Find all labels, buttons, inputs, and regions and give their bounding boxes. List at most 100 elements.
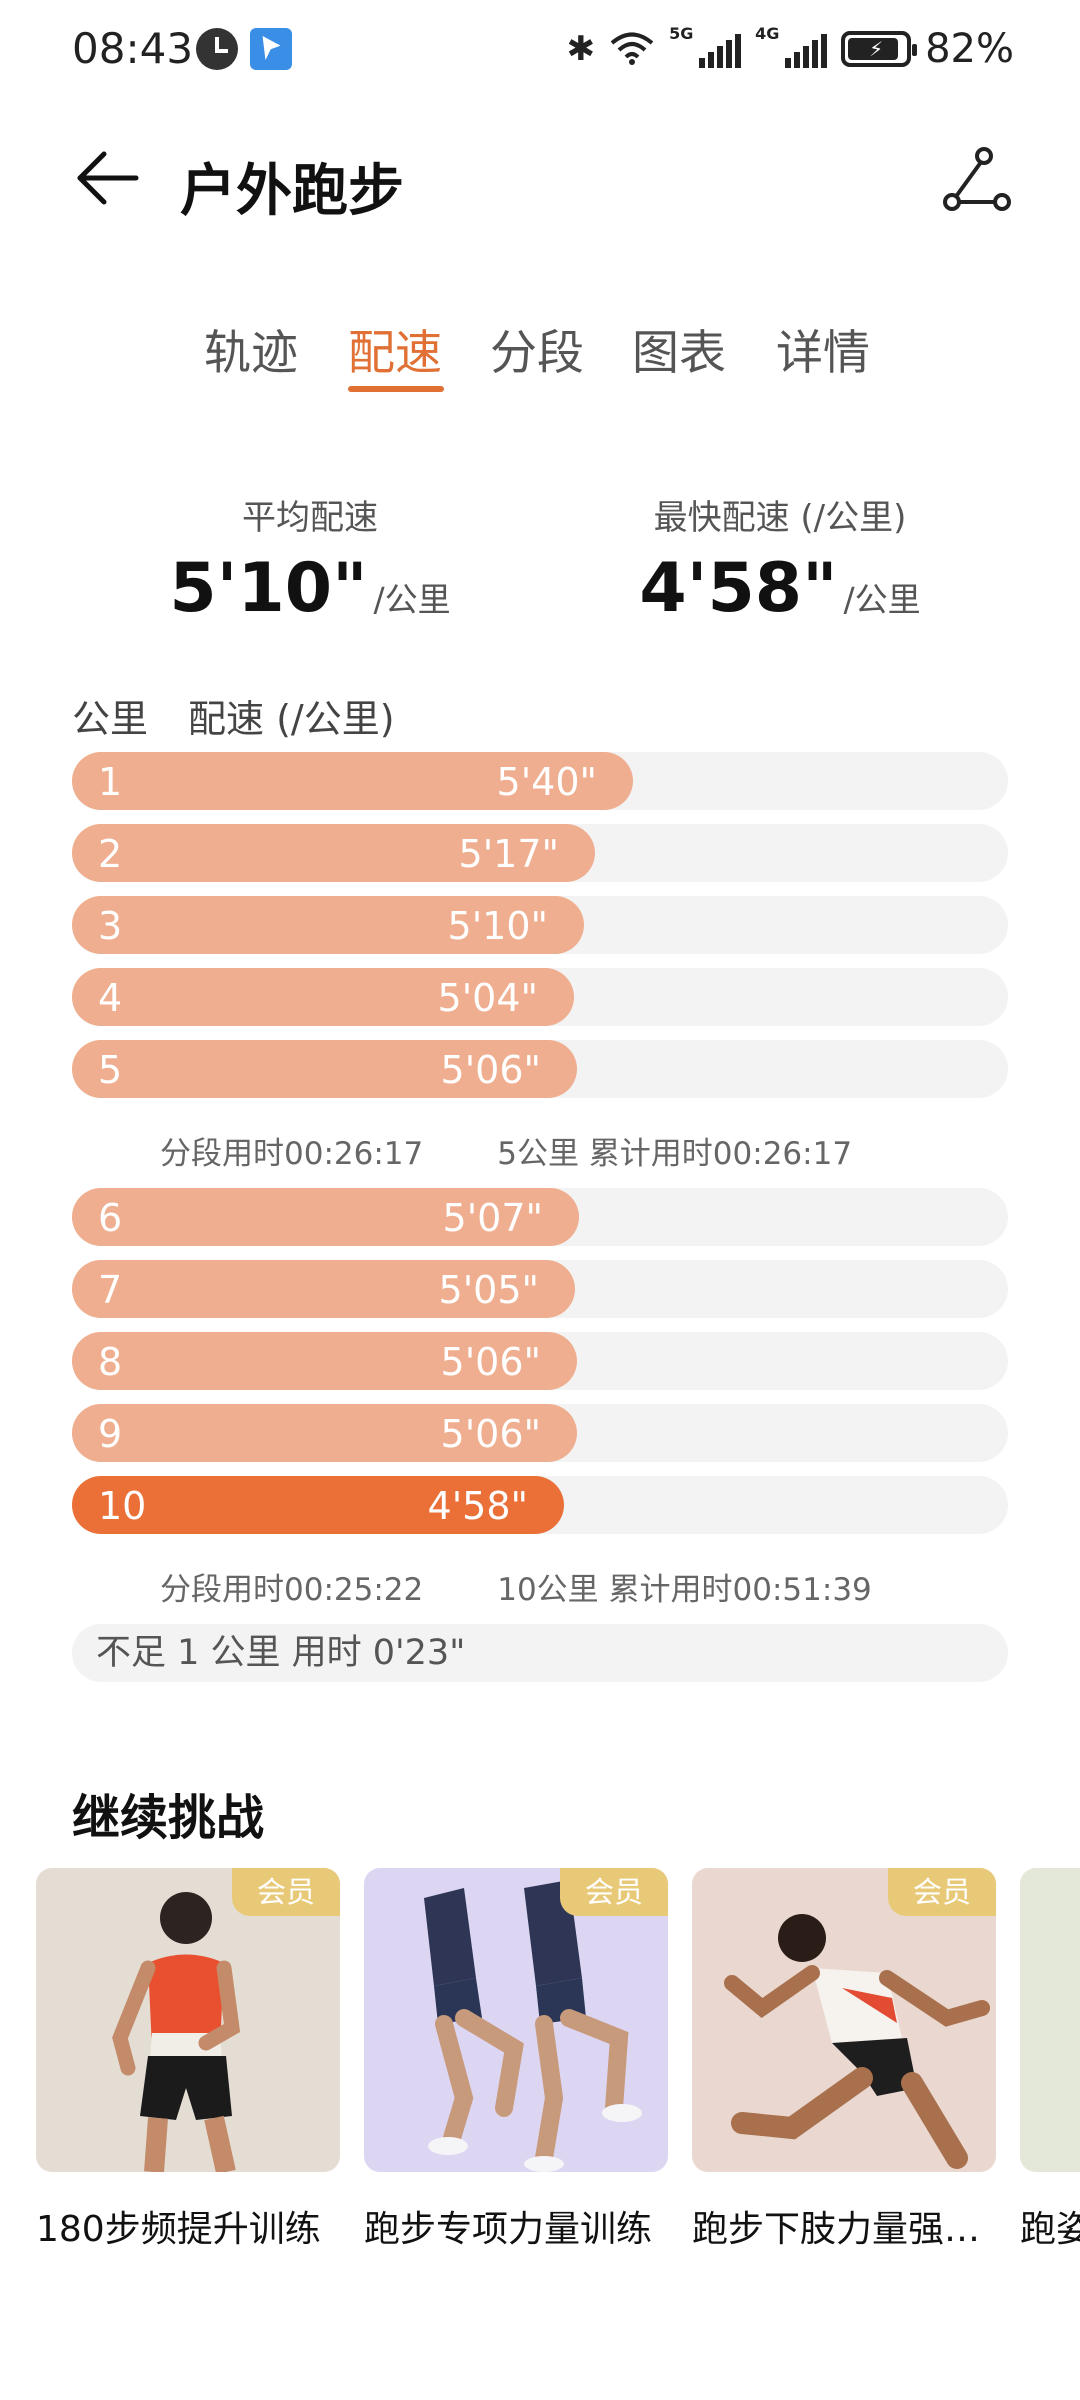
split-pace: 5'06" (440, 1340, 541, 1384)
split-bar (72, 1332, 577, 1390)
share-button[interactable] (938, 142, 1016, 220)
split-pace: 5'10" (447, 904, 548, 948)
runner-image (112, 1892, 241, 2172)
card-title: 跑姿 (1020, 2209, 1080, 2250)
fastest-pace-unit: /公里 (843, 580, 921, 619)
split-bar (72, 1188, 579, 1246)
split-row: 6 5'07" (72, 1188, 1008, 1246)
split-bar (72, 1404, 577, 1462)
signal-4g-label: 4G (755, 24, 780, 43)
remainder-row: 不足 1 公里 用时 0'23" (72, 1624, 1008, 1682)
split-bar (72, 1040, 577, 1098)
member-badge: 会员 (232, 1868, 340, 1916)
header: 户外跑步 (0, 120, 1080, 240)
card-thumbnail: 会员 (36, 1868, 340, 2172)
pace-summary: 平均配速 5'10" /公里 最快配速 (/公里) 4'58" /公里 (0, 490, 1080, 650)
card-thumbnail: 会员 (692, 1868, 996, 2172)
challenge-card[interactable]: 跑姿 (1020, 1868, 1080, 2252)
split-row: 3 5'10" (72, 896, 1008, 954)
back-arrow-icon (77, 151, 139, 205)
split-bar (72, 752, 633, 810)
split-pace: 5'06" (440, 1048, 541, 1092)
signal-5g-icon: 5G (669, 24, 742, 68)
split-km: 4 (98, 976, 123, 1020)
split-pace: 5'06" (440, 1412, 541, 1456)
split-pace: 5'17" (458, 832, 559, 876)
card-title: 跑步下肢力量强… (692, 2209, 981, 2250)
back-button[interactable] (70, 142, 142, 214)
split-bar (72, 1476, 564, 1534)
split-row: 9 5'06" (72, 1404, 1008, 1462)
avg-pace-stat: 平均配速 5'10" /公里 (160, 490, 460, 628)
split-km: 9 (98, 1412, 123, 1456)
segment-cumulative-time: 10公里 累计用时00:51:39 (497, 1571, 872, 1608)
member-badge: 会员 (560, 1868, 668, 1916)
tab-pace[interactable]: 配速 (348, 326, 442, 381)
challenge-card[interactable]: 会员 跑步专项力量训练 (364, 1868, 668, 2252)
challenge-card[interactable]: 会员 180步频提升训练 (36, 1868, 340, 2252)
fastest-pace-stat: 最快配速 (/公里) 4'58" /公里 (610, 490, 950, 628)
split-row: 5 5'06" (72, 1040, 1008, 1098)
share-icon (943, 147, 1011, 211)
split-pace: 5'04" (437, 976, 538, 1020)
split-row: 2 5'17" (72, 824, 1008, 882)
challenge-cards: 会员 180步频提升训练 会员 跑步专项力量训练 (36, 1868, 1080, 2268)
card-title: 180步频提升训练 (36, 2209, 321, 2250)
split-bar (72, 1260, 575, 1318)
bluetooth-icon: ✱ (566, 29, 596, 69)
battery-percent: 82% (925, 26, 1014, 72)
status-left-icons (196, 28, 292, 70)
segment-summary: 分段用时00:25:22 10公里 累计用时00:51:39 (72, 1548, 1008, 1624)
split-pace: 5'40" (496, 760, 597, 804)
signal-4g-icon: 4G (755, 24, 828, 68)
signal-5g-label: 5G (669, 24, 694, 43)
challenge-section-title: 继续挑战 (72, 1790, 265, 1846)
split-km: 5 (98, 1048, 123, 1092)
alarm-icon (196, 28, 238, 70)
card-thumbnail: 会员 (364, 1868, 668, 2172)
tab-track[interactable]: 轨迹 (204, 326, 298, 381)
split-km: 3 (98, 904, 123, 948)
challenge-card[interactable]: 会员 跑步下肢力量强… (692, 1868, 996, 2252)
split-km: 1 (98, 760, 123, 804)
split-km: 10 (98, 1484, 147, 1528)
split-pace: 5'07" (442, 1196, 543, 1240)
split-pace: 5'05" (438, 1268, 539, 1312)
split-bar (72, 824, 595, 882)
battery-icon: ⚡ (841, 31, 918, 67)
split-km: 7 (98, 1268, 123, 1312)
split-km: 6 (98, 1196, 123, 1240)
segment-split-time: 分段用时00:25:22 (160, 1571, 424, 1608)
card-title: 跑步专项力量训练 (364, 2209, 653, 2250)
split-bar (72, 968, 574, 1026)
avg-pace-unit: /公里 (373, 580, 451, 619)
splits-list: 1 5'40" 2 5'17" 3 5'10" 4 5'04" 5 5'06" 分段用时0… (72, 752, 1008, 1682)
split-row: 4 5'04" (72, 968, 1008, 1026)
segment-split-time: 分段用时00:26:17 (160, 1135, 424, 1172)
card-thumbnail (1020, 1868, 1080, 2172)
status-time: 08:43 (72, 24, 194, 73)
split-pace: 4'58" (427, 1484, 528, 1528)
split-row: 7 5'05" (72, 1260, 1008, 1318)
column-pace-label: 配速 (/公里) (188, 697, 395, 741)
status-right-icons: ✱ 5G 4G ⚡ 82% (566, 24, 1014, 72)
column-km-label: 公里 (72, 697, 149, 741)
segment-cumulative-time: 5公里 累计用时00:26:17 (497, 1135, 853, 1172)
status-bar: 08:43 ✱ 5G 4G ⚡ 82% (0, 0, 1080, 100)
fastest-pace-value: 4'58" (639, 549, 838, 628)
wifi-icon (609, 32, 655, 66)
split-bar (72, 896, 584, 954)
tab-charts[interactable]: 图表 (632, 326, 726, 381)
page-title: 户外跑步 (180, 159, 404, 224)
active-tab-indicator (348, 386, 444, 392)
split-km: 8 (98, 1340, 123, 1384)
tab-details[interactable]: 详情 (776, 326, 870, 381)
split-row: 1 5'40" (72, 752, 1008, 810)
split-row: 10 4'58" (72, 1476, 1008, 1534)
tab-segments[interactable]: 分段 (490, 326, 584, 381)
tab-bar: 轨迹 配速 分段 图表 详情 (0, 300, 1080, 400)
split-row: 8 5'06" (72, 1332, 1008, 1390)
avg-pace-value: 5'10" (169, 549, 368, 628)
splits-table-header: 公里 配速 (/公里) (72, 688, 395, 743)
fastest-pace-label: 最快配速 (/公里) (653, 498, 907, 538)
